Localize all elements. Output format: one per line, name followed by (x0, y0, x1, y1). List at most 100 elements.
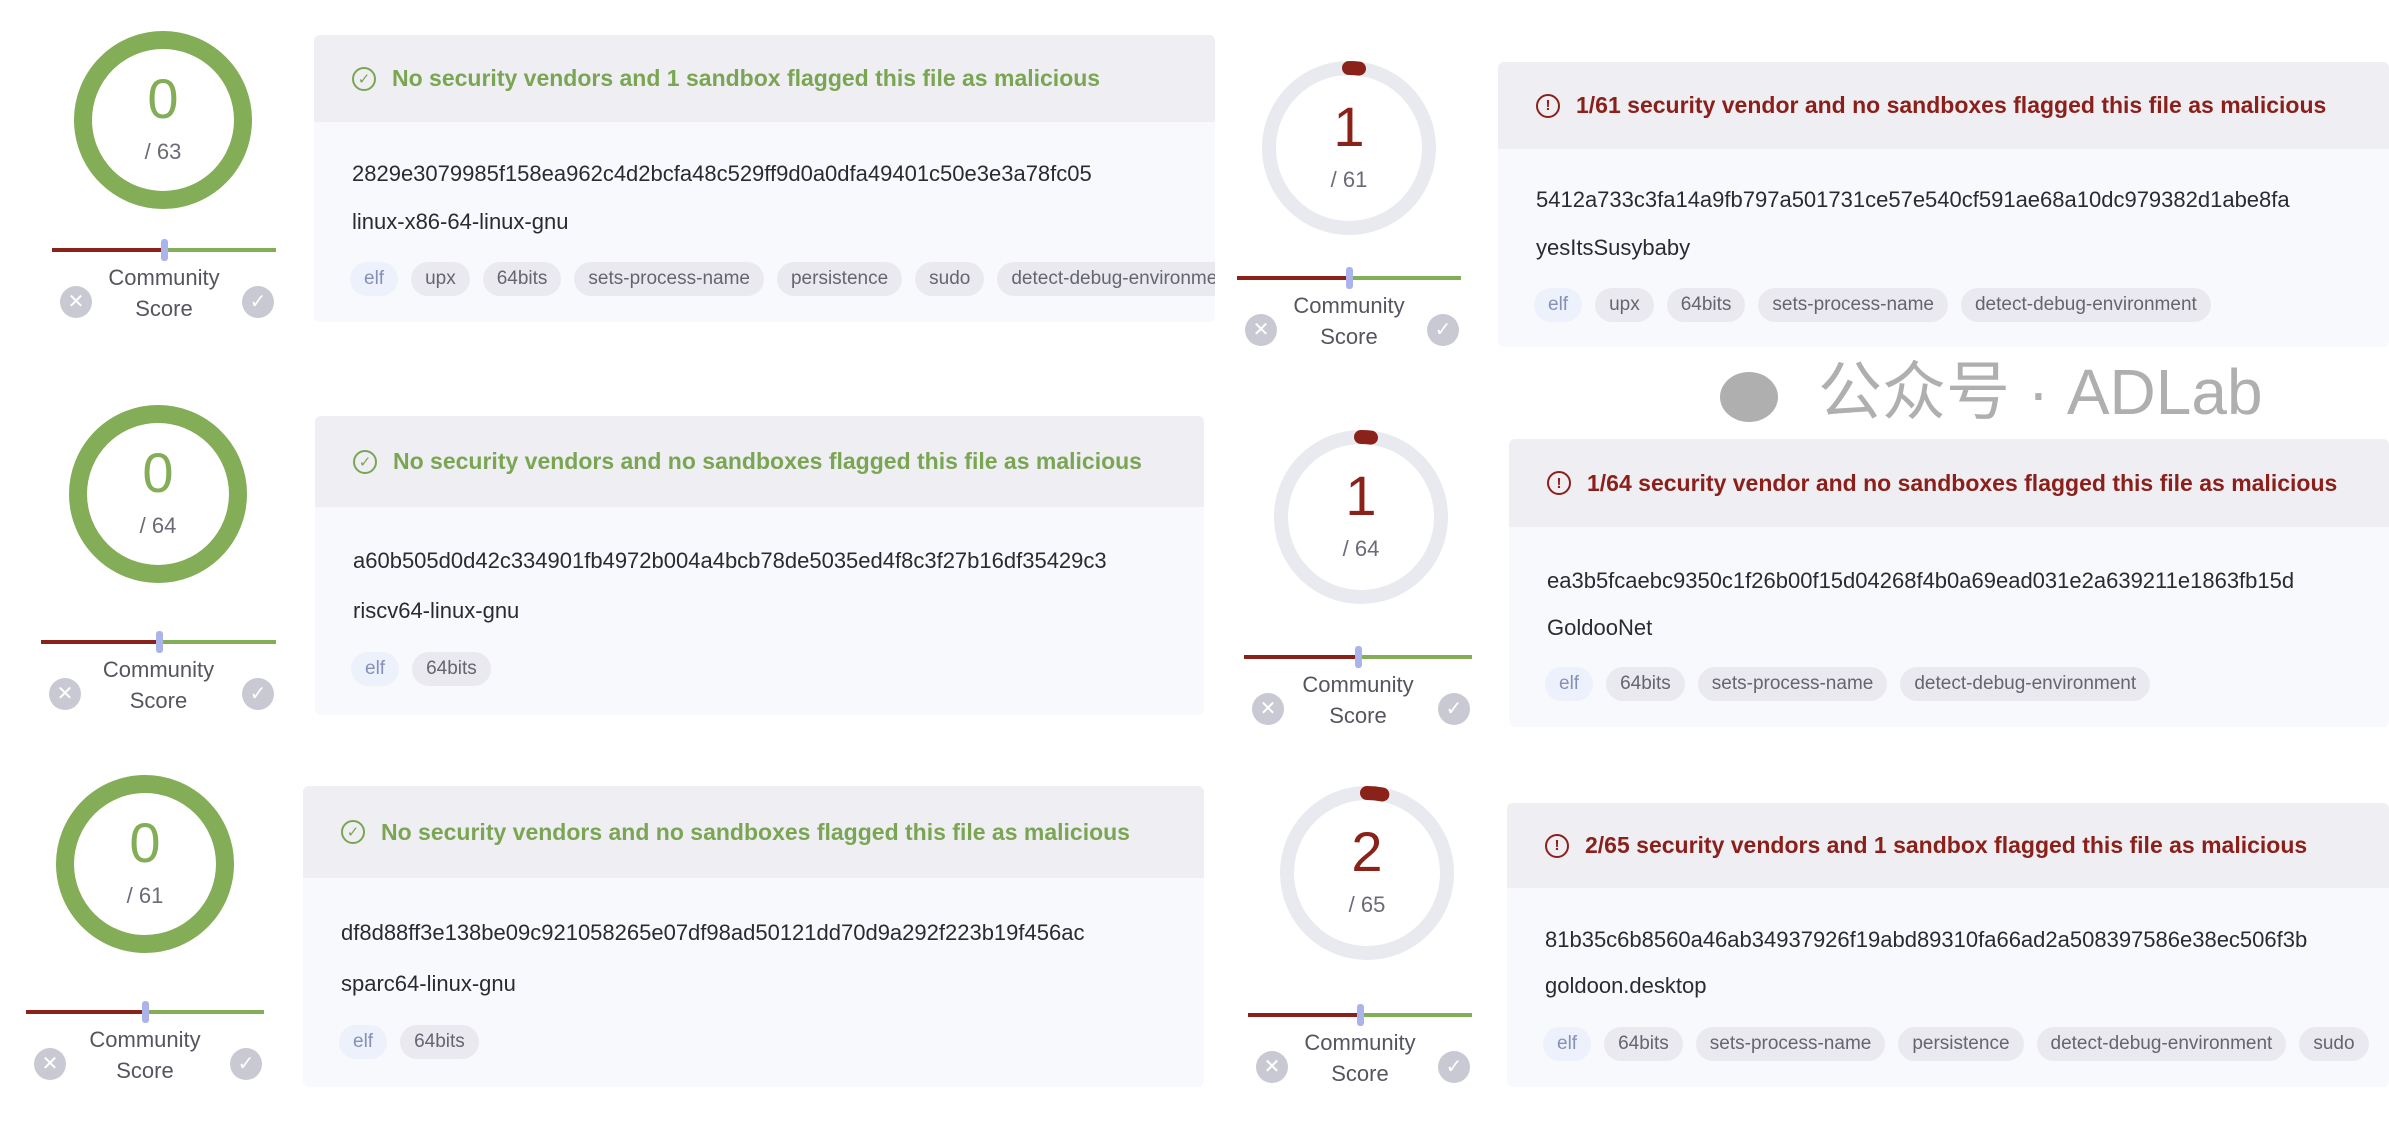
community-score-slider[interactable] (52, 239, 276, 261)
file-summary-card: ✓ No security vendors and no sandboxes f… (315, 416, 1204, 715)
detection-score: 0 / 64 (63, 399, 253, 589)
tag-64bits[interactable]: 64bits (1666, 288, 1746, 322)
community-score-label: Community Score (1293, 293, 1405, 349)
tag-elf[interactable]: elf (350, 262, 399, 296)
tag-list: elf 64bits (339, 1025, 479, 1059)
tag-list: elf upx 64bits sets-process-name persistence… (350, 262, 1215, 296)
vote-harmless-button[interactable]: ✓ (230, 1048, 262, 1080)
tag-detect-debug-environment[interactable]: detect-debug-environment (2036, 1027, 2287, 1061)
slider-thumb[interactable] (161, 239, 168, 261)
tag-elf[interactable]: elf (1534, 288, 1583, 322)
x-icon: ✕ (67, 291, 85, 313)
detection-score: 0 / 63 (68, 25, 258, 215)
community-score-slider[interactable] (41, 631, 276, 653)
verdict-banner: ! 2/65 security vendors and 1 sandbox fl… (1507, 803, 2389, 888)
community-score-slider[interactable] (1244, 646, 1472, 668)
x-icon: ✕ (56, 683, 74, 705)
file-hash[interactable]: ea3b5fcaebc9350c1f26b00f15d04268f4b0a69e… (1547, 568, 2295, 593)
score-ring (1262, 61, 1436, 235)
tag-detect-debug-environment[interactable]: detect-debug-environment (1960, 288, 2211, 322)
tag-64bits[interactable]: 64bits (482, 262, 562, 296)
file-hash[interactable]: 2829e3079985f158ea962c4d2bcfa48c529ff9d0… (352, 161, 1092, 186)
community-score: Community Score ✕ ✓ (1248, 1004, 1472, 1123)
check-circle-icon: ✓ (353, 449, 377, 474)
tag-sudo[interactable]: sudo (915, 262, 985, 296)
file-hash[interactable]: 81b35c6b8560a46ab34937926f19abd89310fa66… (1545, 927, 2308, 952)
tag-64bits[interactable]: 64bits (1604, 1027, 1683, 1061)
file-name: GoldooNet (1547, 615, 1653, 640)
vote-malicious-button[interactable]: ✕ (1256, 1051, 1288, 1083)
tag-sets-process-name[interactable]: sets-process-name (1695, 1027, 1886, 1061)
check-circle-icon: ✓ (341, 820, 365, 844)
tag-elf[interactable]: elf (1545, 667, 1594, 701)
tag-detect-debug-environment[interactable]: detect-debug-environment (997, 262, 1215, 296)
file-summary-card: ! 2/65 security vendors and 1 sandbox fl… (1507, 803, 2389, 1087)
tag-sudo[interactable]: sudo (2299, 1027, 2369, 1061)
community-score-label: Community Score (1302, 672, 1414, 728)
community-score-slider[interactable] (1237, 267, 1461, 289)
community-score: Community Score ✕ ✓ (1244, 646, 1472, 765)
community-score: Community Score ✕ ✓ (26, 1001, 264, 1120)
check-icon: ✓ (1434, 319, 1452, 341)
vote-malicious-button[interactable]: ✕ (1245, 314, 1277, 346)
score-ring (74, 31, 252, 209)
file-hash[interactable]: 5412a733c3fa14a9fb797a501731ce57e540cf59… (1536, 187, 2290, 212)
tag-sets-process-name[interactable]: sets-process-name (1758, 288, 1948, 322)
file-summary-card: ! 1/61 security vendor and no sandboxes … (1498, 62, 2389, 347)
tag-detect-debug-environment[interactable]: detect-debug-environment (1900, 667, 2151, 701)
community-score-label: Community Score (89, 1027, 201, 1083)
tag-elf[interactable]: elf (339, 1025, 388, 1059)
file-name: sparc64-linux-gnu (341, 971, 516, 996)
slider-thumb[interactable] (1346, 267, 1353, 289)
file-hash[interactable]: a60b505d0d42c334901fb4972b004a4bcb78de50… (353, 548, 1107, 573)
check-circle-icon: ✓ (352, 66, 376, 91)
tag-64bits[interactable]: 64bits (412, 652, 491, 686)
tag-64bits[interactable]: 64bits (400, 1025, 479, 1059)
alert-circle-icon: ! (1547, 471, 1571, 495)
vote-harmless-button[interactable]: ✓ (242, 286, 274, 318)
slider-thumb[interactable] (1357, 1004, 1364, 1026)
slider-thumb[interactable] (142, 1001, 149, 1023)
community-score: Community Score ✕ ✓ (52, 239, 276, 358)
tag-upx[interactable]: upx (1595, 288, 1654, 322)
community-score-slider[interactable] (1248, 1004, 1472, 1026)
vote-harmless-button[interactable]: ✓ (1438, 693, 1470, 725)
vote-harmless-button[interactable]: ✓ (242, 678, 274, 710)
slider-thumb[interactable] (155, 631, 163, 653)
slider-thumb[interactable] (1355, 646, 1362, 668)
detection-score: 1 / 61 (1254, 53, 1444, 243)
wechat-logo-icon (1720, 372, 1778, 423)
vote-harmless-button[interactable]: ✓ (1438, 1051, 1470, 1083)
watermark: 公众号 · ADLab (1720, 352, 2263, 432)
vote-malicious-button[interactable]: ✕ (1252, 693, 1284, 725)
verdict-banner: ! 1/64 security vendor and no sandboxes … (1509, 439, 2389, 527)
tag-persistence[interactable]: persistence (776, 262, 903, 296)
tag-64bits[interactable]: 64bits (1606, 667, 1685, 701)
tag-elf[interactable]: elf (1543, 1027, 1592, 1061)
file-summary-card: ✓ No security vendors and no sandboxes f… (303, 786, 1204, 1087)
score-value: 1 (1345, 464, 1377, 527)
community-score-slider[interactable] (26, 1001, 264, 1023)
alert-circle-icon: ! (1536, 93, 1560, 118)
check-icon: ✓ (1445, 698, 1463, 720)
file-summary-card: ! 1/64 security vendor and no sandboxes … (1509, 439, 2389, 727)
tag-list: elf upx 64bits sets-process-name detect-debu… (1534, 288, 2211, 322)
vote-malicious-button[interactable]: ✕ (49, 678, 81, 710)
tag-upx[interactable]: upx (411, 262, 470, 296)
vote-malicious-button[interactable]: ✕ (34, 1048, 66, 1080)
tag-sets-process-name[interactable]: sets-process-name (574, 262, 764, 296)
score-ring-fill (1262, 61, 1436, 235)
tag-persistence[interactable]: persistence (1898, 1027, 2024, 1061)
check-icon: ✓ (249, 291, 267, 313)
check-icon: ✓ (1445, 1056, 1463, 1078)
verdict-message: No security vendors and no sandboxes fla… (393, 448, 1142, 474)
community-score: Community Score ✕ ✓ (1237, 267, 1461, 386)
file-hash[interactable]: df8d88ff3e138be09c921058265e07df98ad5012… (341, 920, 1085, 945)
vote-malicious-button[interactable]: ✕ (60, 286, 92, 318)
tag-elf[interactable]: elf (351, 652, 400, 686)
score-value: 0 (142, 441, 174, 504)
verdict-banner: ✓ No security vendors and 1 sandbox flag… (314, 35, 1215, 122)
score-ring-fill (74, 31, 252, 209)
tag-sets-process-name[interactable]: sets-process-name (1697, 667, 1888, 701)
vote-harmless-button[interactable]: ✓ (1427, 314, 1459, 346)
